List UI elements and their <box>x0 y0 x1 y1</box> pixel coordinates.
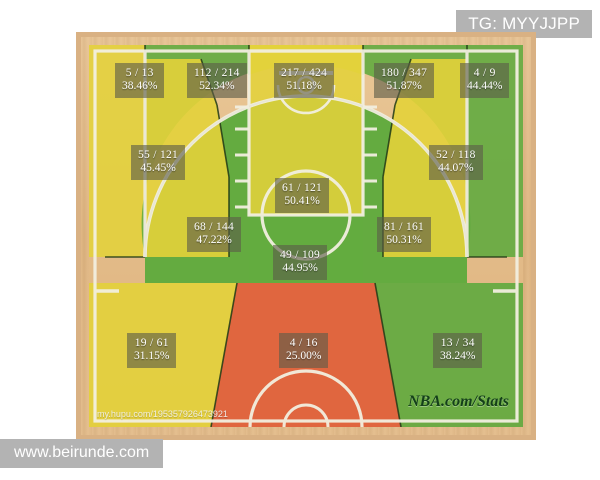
zone-percentage: 50.41% <box>284 195 320 207</box>
zone-stat-right-backcourt[interactable]: 13 / 34 38.24% <box>433 333 483 368</box>
zone-stat-top-of-key-3[interactable]: 217 / 424 51.18% <box>274 63 335 98</box>
zone-made-attempted: 4 / 9 <box>473 67 496 79</box>
zone-made-attempted: 217 / 424 <box>281 67 328 79</box>
zone-percentage: 44.95% <box>282 262 318 274</box>
zone-stat-left-backcourt[interactable]: 19 / 61 31.15% <box>127 333 177 368</box>
hupu-url-watermark: my.hupu.com/195357926473921 <box>97 409 228 419</box>
zone-stat-left-wing-3[interactable]: 112 / 214 52.34% <box>187 63 247 98</box>
zone-stat-right-wing-3[interactable]: 180 / 347 51.87% <box>374 63 435 98</box>
zone-percentage: 38.24% <box>440 350 476 362</box>
zone-stat-restricted-area[interactable]: 4 / 16 25.00% <box>279 333 329 368</box>
zone-percentage: 50.31% <box>386 234 422 246</box>
zone-made-attempted: 49 / 109 <box>280 249 321 261</box>
zone-percentage: 31.15% <box>134 350 170 362</box>
zone-made-attempted: 55 / 121 <box>138 149 179 161</box>
zone-made-attempted: 61 / 121 <box>282 182 323 194</box>
zone-stat-left-elbow-mid[interactable]: 68 / 144 47.22% <box>187 217 242 252</box>
shot-chart-canvas: 5 / 13 38.46% 112 / 214 52.34% 217 / 424… <box>81 37 531 435</box>
zone-stat-right-corner-3[interactable]: 4 / 9 44.44% <box>460 63 510 98</box>
zone-made-attempted: 13 / 34 <box>440 337 475 349</box>
zone-stat-right-elbow-mid[interactable]: 81 / 161 50.31% <box>377 217 432 252</box>
zone-made-attempted: 112 / 214 <box>194 67 240 79</box>
zone-percentage: 44.44% <box>467 80 503 92</box>
zone-percentage: 51.18% <box>286 80 322 92</box>
zone-percentage: 51.87% <box>386 80 422 92</box>
zone-percentage: 38.46% <box>122 80 158 92</box>
zone-made-attempted: 52 / 118 <box>436 149 476 161</box>
zone-stat-in-the-paint-mid[interactable]: 49 / 109 44.95% <box>273 245 328 280</box>
nba-stats-watermark: NBA.com/Stats <box>408 393 509 410</box>
zone-stat-left-corner-3[interactable]: 5 / 13 38.46% <box>115 63 165 98</box>
zone-stat-right-baseline-mid[interactable]: 52 / 118 44.07% <box>429 145 483 180</box>
zone-stat-free-throw-mid[interactable]: 61 / 121 50.41% <box>275 178 330 213</box>
site-watermark-badge: www.beirunde.com <box>0 439 164 468</box>
zone-percentage: 25.00% <box>286 350 322 362</box>
zone-percentage: 45.45% <box>140 162 176 174</box>
zone-made-attempted: 5 / 13 <box>125 67 154 79</box>
zone-made-attempted: 68 / 144 <box>194 221 235 233</box>
shot-chart-image: 5 / 13 38.46% 112 / 214 52.34% 217 / 424… <box>76 32 536 440</box>
zone-percentage: 44.07% <box>438 162 474 174</box>
court-zones-svg-wrapper <box>89 45 523 427</box>
zone-made-attempted: 4 / 16 <box>289 337 318 349</box>
zone-made-attempted: 81 / 161 <box>384 221 425 233</box>
zone-made-attempted: 19 / 61 <box>134 337 169 349</box>
zone-percentage: 52.34% <box>199 80 235 92</box>
zone-stat-left-baseline-mid[interactable]: 55 / 121 45.45% <box>131 145 186 180</box>
zone-made-attempted: 180 / 347 <box>381 67 428 79</box>
zone-percentage: 47.22% <box>196 234 232 246</box>
court-diagram <box>89 45 523 427</box>
court-surface: 5 / 13 38.46% 112 / 214 52.34% 217 / 424… <box>89 45 523 427</box>
